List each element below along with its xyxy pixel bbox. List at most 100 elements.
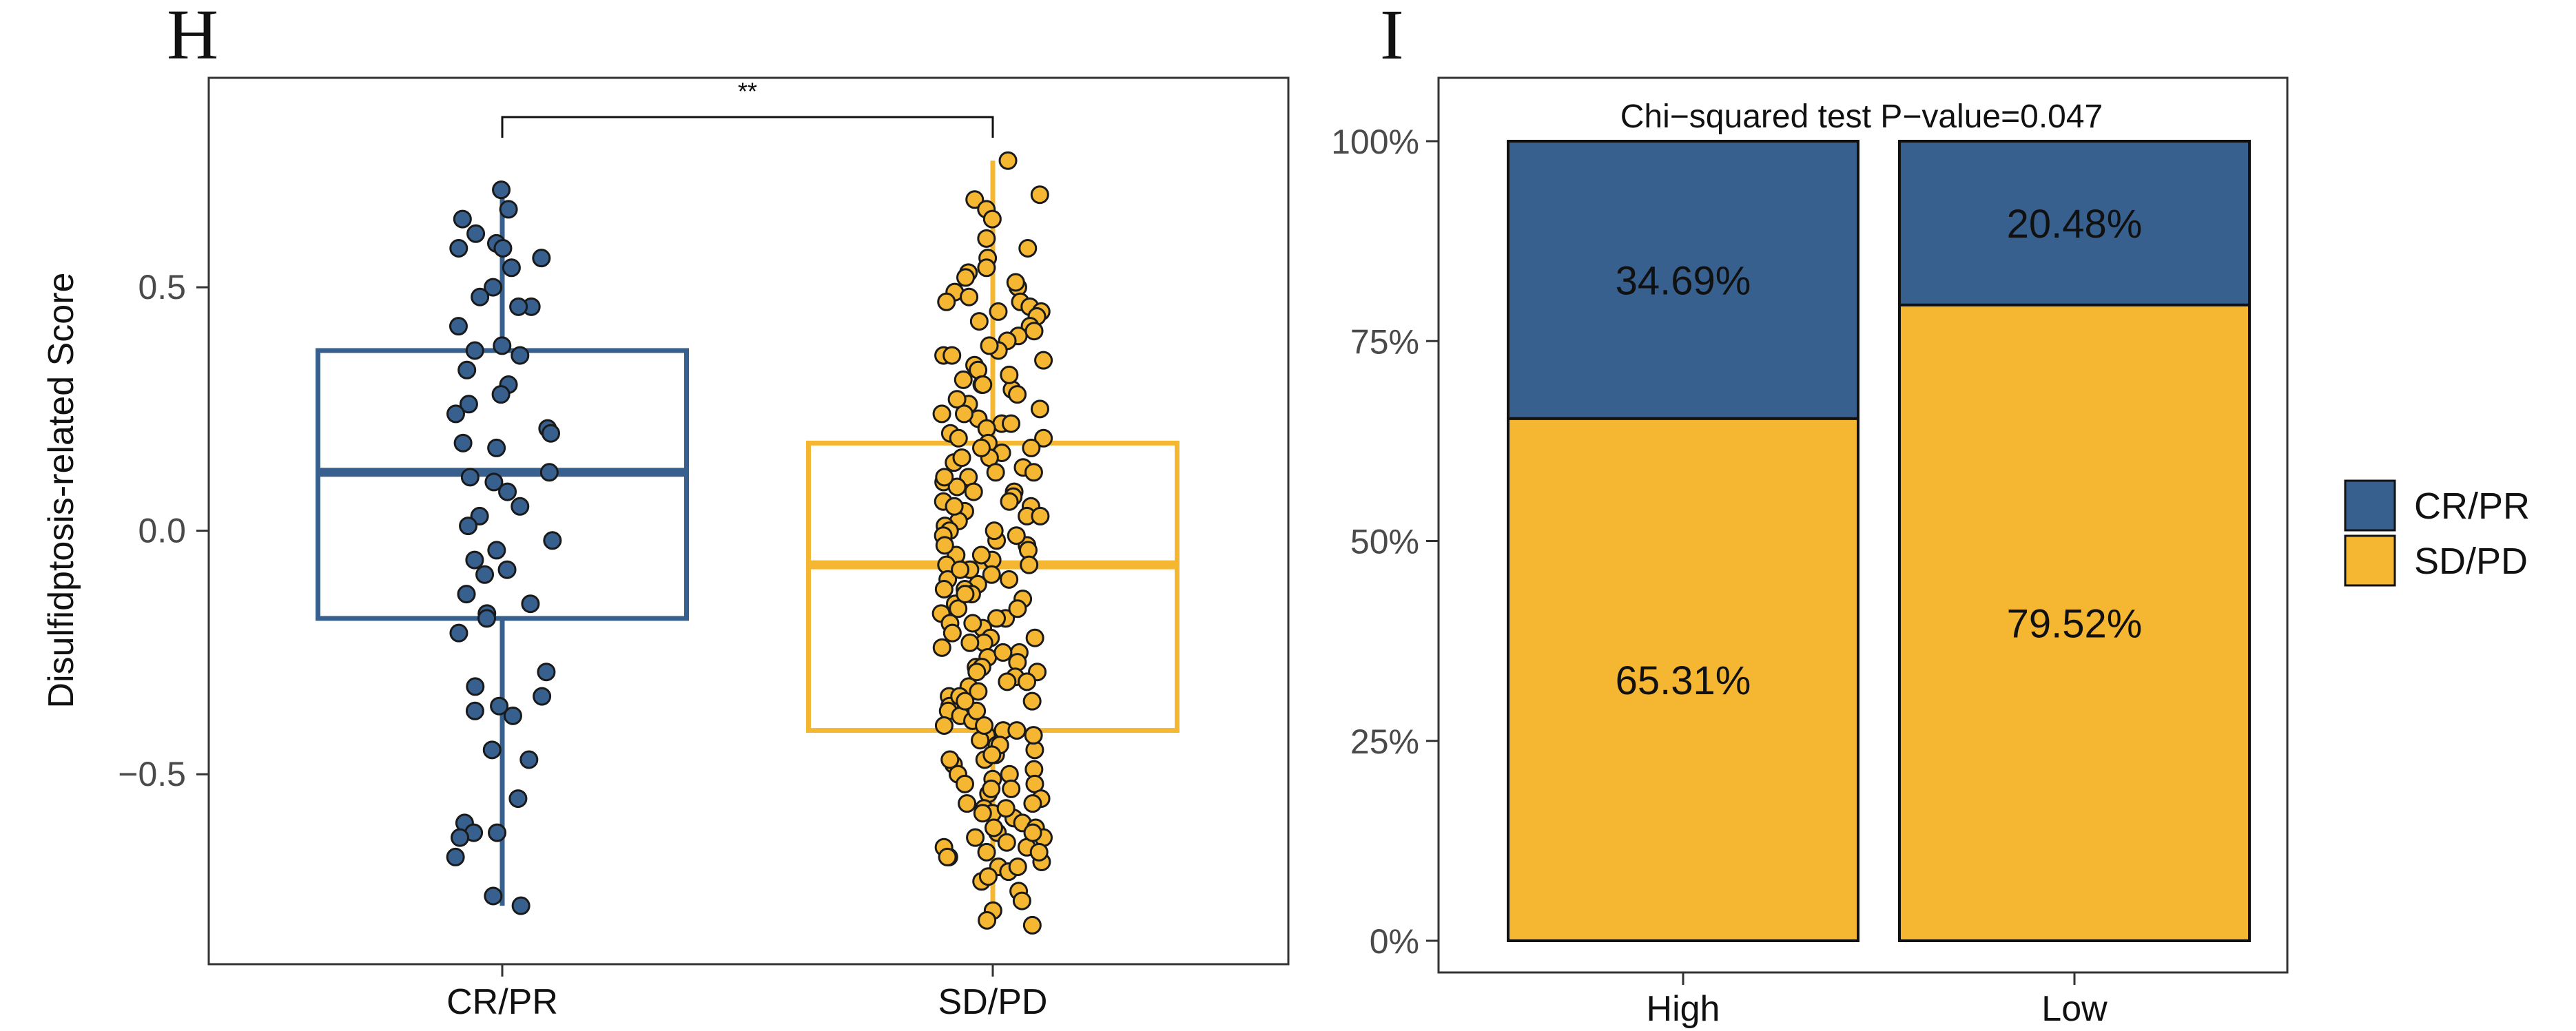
data-point-sdpd	[945, 497, 964, 516]
data-point-sdpd	[1000, 365, 1019, 384]
data-point-sdpd	[1008, 385, 1027, 404]
data-point-sdpd	[937, 292, 956, 311]
y-tick-label-i: 75%	[1350, 322, 1419, 361]
y-tick-label-i: 50%	[1350, 523, 1419, 561]
data-point-sdpd	[958, 794, 977, 813]
data-point-crpr	[493, 239, 513, 258]
data-point-sdpd	[969, 312, 989, 331]
data-point-sdpd	[993, 643, 1013, 662]
bar-segment-crpr	[1507, 140, 1859, 420]
y-tick-label-h: −0.5	[118, 755, 186, 793]
data-point-sdpd	[1023, 823, 1042, 842]
data-point-crpr	[484, 472, 504, 492]
data-point-crpr	[459, 395, 478, 414]
legend-swatch-crpr	[2344, 479, 2396, 532]
data-point-sdpd	[977, 258, 996, 278]
data-point-crpr	[482, 740, 502, 760]
y-tick-label-i: 100%	[1331, 123, 1419, 161]
data-point-sdpd	[938, 847, 957, 866]
data-point-crpr	[465, 701, 484, 720]
data-point-sdpd	[956, 585, 975, 604]
data-point-sdpd	[989, 302, 1008, 321]
data-point-sdpd	[954, 370, 973, 389]
data-point-sdpd	[934, 580, 954, 598]
legend-label-crpr: CR/PR	[2414, 486, 2530, 527]
legend-label-sdpd: SD/PD	[2414, 541, 2528, 582]
data-point-sdpd	[1008, 857, 1027, 877]
data-point-crpr	[446, 847, 465, 866]
panel-i-stacked-bar: I Chi−squared test P−value=0.047 0% 25% 50…	[1331, 0, 2289, 1029]
data-point-crpr	[453, 433, 473, 452]
data-point-sdpd	[1034, 428, 1053, 448]
data-point-crpr	[484, 278, 503, 297]
data-point-crpr	[509, 297, 528, 316]
data-point-sdpd	[949, 599, 968, 618]
data-point-sdpd	[982, 209, 1002, 229]
data-point-crpr	[499, 200, 518, 219]
plot-frame-i	[1437, 76, 2289, 974]
data-point-sdpd	[982, 565, 1001, 584]
data-point-sdpd	[942, 346, 962, 365]
data-point-sdpd	[964, 482, 983, 501]
data-point-sdpd	[978, 910, 997, 930]
significance-bracket-line	[501, 116, 994, 138]
data-point-sdpd	[934, 716, 954, 735]
data-point-sdpd	[1024, 322, 1044, 341]
data-point-crpr	[457, 585, 476, 604]
significance-bracket: **	[501, 77, 994, 138]
data-point-sdpd	[972, 438, 991, 457]
data-point-sdpd	[1000, 570, 1019, 589]
data-point-crpr	[532, 249, 551, 268]
data-point-sdpd	[977, 842, 996, 862]
data-point-sdpd	[1012, 891, 1031, 910]
data-point-sdpd	[1007, 721, 1027, 740]
data-point-sdpd	[966, 828, 985, 847]
data-point-sdpd	[1023, 794, 1042, 813]
data-point-sdpd	[975, 716, 994, 735]
x-axis-categories-i: High Low	[1647, 972, 2108, 1029]
data-point-sdpd	[996, 799, 1016, 818]
data-point-sdpd	[1022, 438, 1041, 457]
y-tick-label-i: 25%	[1350, 722, 1419, 761]
data-point-crpr	[491, 385, 511, 404]
data-point-sdpd	[1030, 399, 1049, 419]
data-point-sdpd	[963, 614, 982, 633]
data-point-crpr	[487, 541, 506, 560]
data-point-sdpd	[955, 774, 974, 793]
data-point-sdpd	[1007, 526, 1026, 545]
bar-label-sdpd: 65.31%	[1616, 658, 1751, 703]
y-tick-label-i: 0%	[1370, 922, 1419, 961]
legend: CR/PR SD/PD	[2344, 479, 2530, 587]
y-tick-label-h: 0.0	[138, 512, 186, 550]
data-point-sdpd	[1000, 492, 1019, 511]
data-point-crpr	[475, 565, 495, 584]
data-point-sdpd	[935, 468, 954, 487]
data-point-crpr	[451, 828, 470, 847]
data-point-crpr	[519, 750, 539, 769]
data-point-sdpd	[982, 779, 1001, 798]
data-point-crpr	[449, 623, 468, 643]
data-point-sdpd	[932, 404, 951, 424]
data-point-crpr	[465, 550, 484, 570]
data-point-crpr	[490, 696, 509, 716]
plot-frame-h	[207, 76, 1290, 966]
data-point-sdpd	[977, 229, 996, 248]
data-point-sdpd	[949, 428, 968, 448]
data-point-sdpd	[1020, 555, 1039, 574]
data-point-crpr	[521, 594, 540, 614]
y-axis-ticks-h: 0.5 0.0 −0.5	[118, 268, 209, 793]
data-point-crpr	[508, 789, 528, 809]
data-point-sdpd	[947, 390, 967, 409]
data-point-sdpd	[1025, 628, 1044, 647]
data-point-sdpd	[1030, 185, 1049, 205]
data-point-crpr	[502, 258, 521, 278]
data-point-sdpd	[978, 867, 998, 886]
bar-segment-sdpd	[1507, 417, 1859, 942]
data-point-sdpd	[982, 745, 1002, 764]
data-point-sdpd	[951, 560, 970, 579]
x-category-label-i: High	[1647, 989, 1720, 1029]
data-point-sdpd	[1002, 414, 1021, 433]
data-point-sdpd	[1024, 726, 1043, 745]
data-point-sdpd	[960, 633, 980, 652]
